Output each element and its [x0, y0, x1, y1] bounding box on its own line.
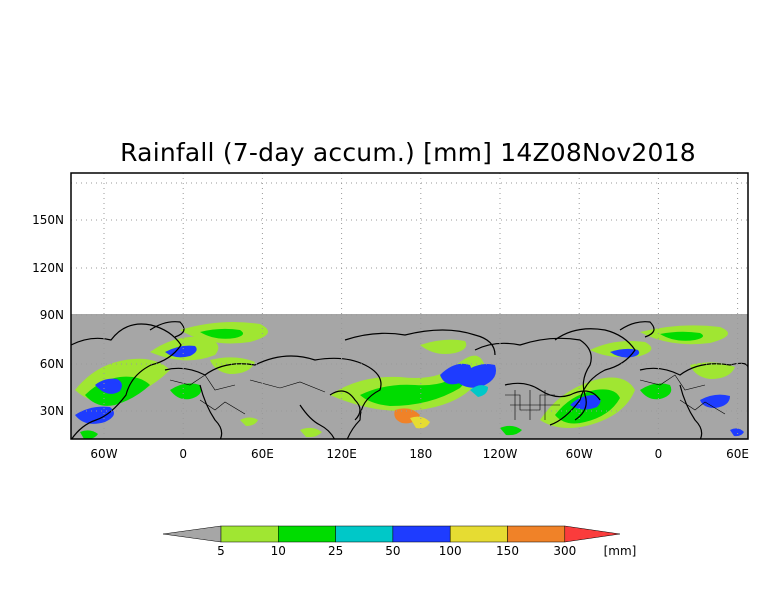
coastlines: [71, 321, 748, 439]
colorbar-overflow-triangle: [564, 525, 621, 543]
colorbar-box: [335, 525, 394, 543]
lat-tick-label: 90N: [40, 308, 64, 322]
colorbar-box: [278, 525, 336, 543]
lon-tick-label: 60W: [90, 447, 117, 461]
colorbar: 5 10 25 50 100 150 300 [mm]: [162, 525, 637, 558]
colorbar-box: [449, 525, 508, 543]
colorbar-tick-label: 100: [439, 544, 462, 558]
colorbar-box: [220, 525, 279, 543]
colorbar-box: [392, 525, 451, 543]
colorbar-tick-label: 25: [328, 544, 343, 558]
rain-patches: [75, 322, 744, 439]
lon-tick-label: 0: [655, 447, 663, 461]
colorbar-tick-label: 300: [553, 544, 576, 558]
lon-tick-label: 60E: [726, 447, 749, 461]
lon-tick-label: 0: [179, 447, 187, 461]
lon-tick-label: 120W: [483, 447, 518, 461]
longitude-tick-labels: 60W 0 60E 120E 180 120W 60W 0 60E: [90, 447, 749, 461]
colorbar-underflow-triangle: [162, 525, 222, 543]
lon-tick-label: 180: [409, 447, 432, 461]
map-title: Rainfall (7-day accum.) [mm] 14Z08Nov201…: [120, 138, 696, 167]
colorbar-tick-label: 10: [271, 544, 286, 558]
lat-tick-label: 30N: [40, 404, 64, 418]
latitude-tick-labels: 150N 120N 90N 60N 30N: [32, 213, 64, 418]
colorbar-tick-label: 5: [217, 544, 225, 558]
lon-tick-label: 60W: [566, 447, 593, 461]
rainfall-field: [71, 314, 748, 439]
lon-tick-label: 120E: [326, 447, 357, 461]
lon-tick-label: 60E: [251, 447, 274, 461]
lat-tick-label: 150N: [32, 213, 64, 227]
lat-tick-label: 60N: [40, 357, 64, 371]
colorbar-tick-label: 150: [496, 544, 519, 558]
colorbar-tick-label: 50: [385, 544, 400, 558]
lat-tick-label: 120N: [32, 261, 64, 275]
colorbar-box: [507, 525, 566, 543]
map-frame: [70, 172, 749, 440]
colorbar-unit-label: [mm]: [604, 544, 637, 558]
